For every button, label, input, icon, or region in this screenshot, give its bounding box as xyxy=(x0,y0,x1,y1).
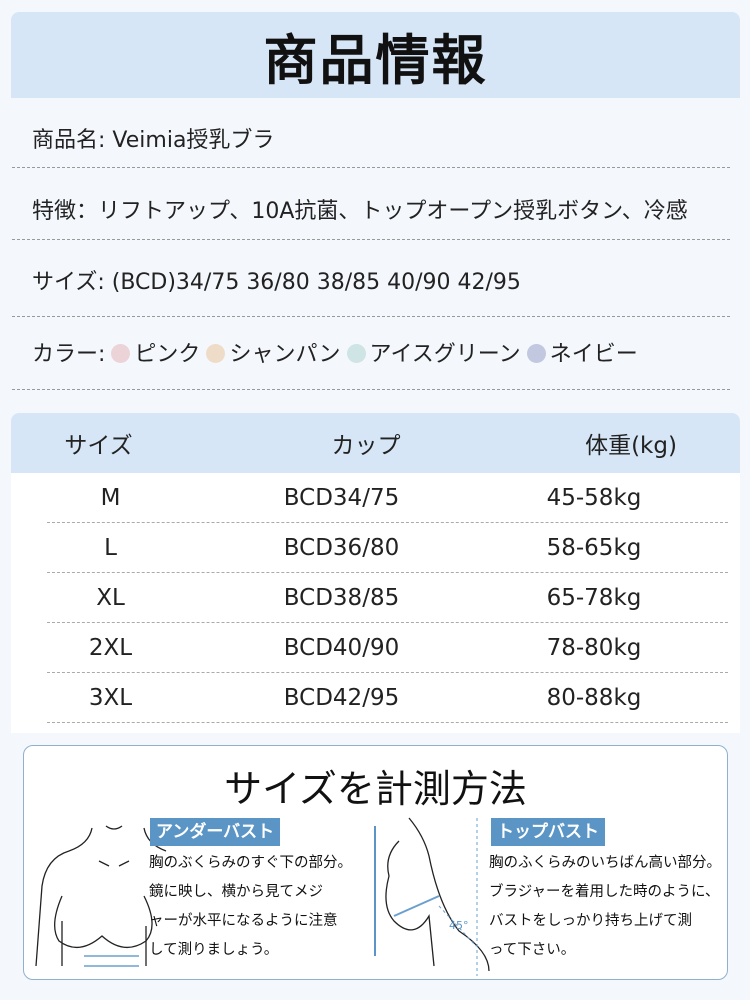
text-line: バストをしっかり持ち上げて測 xyxy=(489,913,692,929)
color-option: シャンパン xyxy=(229,342,341,367)
cell-size: 2XL xyxy=(88,634,133,661)
divider xyxy=(12,316,730,317)
topbust-illustration-icon xyxy=(385,817,490,976)
table-row: M BCD34/75 45-58kg xyxy=(47,473,728,523)
text-line: ブラジャーを着用した時のように、 xyxy=(489,884,720,900)
product-sizes: サイズ: (BCD)34/75 36/80 38/85 40/90 42/95 xyxy=(32,270,521,295)
table-header: サイズ カップ 体重(kg) xyxy=(11,413,740,473)
header-banner: 商品情報 xyxy=(11,12,740,98)
table-row: 2XL BCD40/90 78-80kg xyxy=(47,623,728,673)
color-option: アイスグリーン xyxy=(369,342,521,367)
cell-cup: BCD40/90 xyxy=(283,634,400,661)
product-features: 特徴：リフトアップ、10A抗菌、トップオープン授乳ボタン、冷感 xyxy=(32,199,688,224)
color-swatch-icon xyxy=(206,344,226,363)
cell-cup: BCD38/85 xyxy=(283,584,400,611)
divider xyxy=(12,389,730,390)
divider xyxy=(12,167,730,168)
page-title: 商品情報 xyxy=(263,27,488,92)
cell-weight: 58-65kg xyxy=(546,534,642,561)
cell-cup: BCD42/95 xyxy=(283,684,400,711)
cell-cup: BCD34/75 xyxy=(283,484,400,511)
color-swatch-icon xyxy=(526,344,546,363)
text-line: 胸のぶくらみのすぐ下の部分。 xyxy=(149,855,352,871)
text-line: して測りましょう。 xyxy=(149,942,279,958)
product-name: 商品名: Veimia授乳ブラ xyxy=(32,128,275,153)
underbust-tag: アンダーバスト xyxy=(150,818,281,846)
measure-panel: サイズを計測方法 アンダーバスト 胸のぶくらみのすぐ下の部分。 鏡に映し、横から見… xyxy=(23,745,728,980)
cell-size: XL xyxy=(96,584,125,611)
color-swatch-icon xyxy=(346,344,366,363)
header-cup: カップ xyxy=(331,433,401,459)
color-option: ピンク xyxy=(134,342,201,367)
angle-label: 45° xyxy=(449,919,469,932)
vertical-divider xyxy=(374,826,376,956)
table-row: 3XL BCD42/95 80-88kg xyxy=(47,673,728,723)
text-line: ャーが水平になるように注意 xyxy=(149,913,338,929)
underbust-illustration-icon xyxy=(35,825,167,967)
divider xyxy=(12,239,730,240)
header-size: サイズ xyxy=(64,433,133,459)
text-line: 胸のふくらみのいちばん高い部分。 xyxy=(489,855,721,871)
cell-size: M xyxy=(100,484,121,511)
topbust-tag: トップバスト xyxy=(491,818,605,846)
topbust-text: 胸のふくらみのいちばん高い部分。 ブラジャーを着用した時のように、 バストをしっかり… xyxy=(489,849,721,965)
cell-weight: 78-80kg xyxy=(546,634,642,661)
size-table: サイズ カップ 体重(kg) M BCD34/75 45-58kg L BCD36/80… xyxy=(11,413,740,733)
measure-title: サイズを計測方法 xyxy=(224,767,527,811)
cell-size: 3XL xyxy=(88,684,133,711)
table-row: L BCD36/80 58-65kg xyxy=(47,523,728,573)
table-row: XL BCD38/85 65-78kg xyxy=(47,573,728,623)
product-colors: カラー: ピンク シャンパン アイスグリーン ネイビー xyxy=(32,330,729,380)
cell-size: L xyxy=(104,534,117,561)
cell-cup: BCD36/80 xyxy=(283,534,400,561)
cell-weight: 45-58kg xyxy=(546,484,642,511)
color-swatch-icon xyxy=(111,344,131,363)
color-option: ネイビー xyxy=(549,342,638,367)
header-weight: 体重(kg) xyxy=(585,433,677,459)
underbust-text: 胸のぶくらみのすぐ下の部分。 鏡に映し、横から見てメジ ャーが水平になるように注意し… xyxy=(149,849,352,965)
cell-weight: 65-78kg xyxy=(546,584,642,611)
cell-weight: 80-88kg xyxy=(546,684,642,711)
text-line: って下さい。 xyxy=(489,942,576,958)
color-label: カラー: xyxy=(32,342,106,367)
text-line: 鏡に映し、横から見てメジ xyxy=(149,884,323,900)
